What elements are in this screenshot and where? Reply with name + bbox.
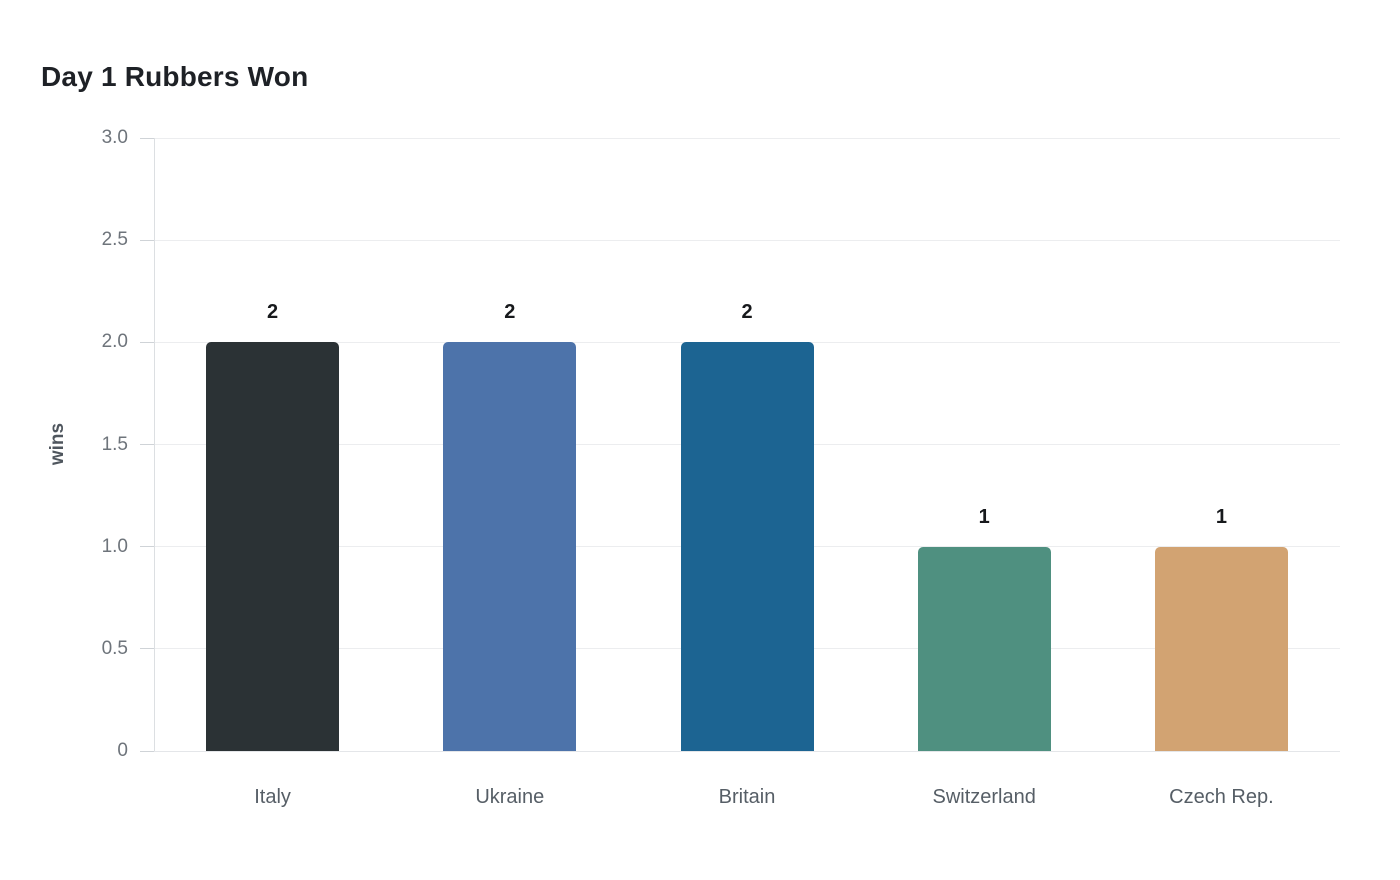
x-tick-label: Britain [718, 786, 776, 808]
bar-czech-rep [1154, 546, 1288, 751]
bar-value-label: 2 [741, 301, 753, 324]
bar-value-label: 2 [504, 301, 516, 324]
gridline [154, 239, 1340, 241]
bar-ukraine [443, 342, 577, 751]
bar-britain [680, 342, 814, 751]
y-tick-label: 1.5 [101, 433, 128, 455]
y-tick-label: 2.5 [101, 229, 128, 251]
y-tick-label: 1.0 [101, 535, 128, 557]
y-axis-line [153, 138, 155, 751]
gridline [154, 137, 1340, 139]
bar-italy [206, 342, 340, 751]
bar-value-label: 1 [978, 505, 990, 528]
x-tick-label: Switzerland [932, 786, 1036, 808]
bar-value-label: 2 [267, 301, 279, 324]
x-tick-label: Italy [254, 786, 291, 808]
bar-value-label: 1 [1215, 505, 1227, 528]
y-tick-mark [140, 546, 154, 548]
y-tick-label: 0.5 [101, 637, 128, 659]
y-tick-label: 2.0 [101, 331, 128, 353]
y-tick-label: 0 [117, 740, 128, 761]
y-tick-mark [140, 341, 154, 343]
y-tick-mark [140, 239, 154, 241]
y-tick-label: 3.0 [101, 127, 128, 148]
gridline [154, 750, 1340, 752]
bar-switzerland [917, 546, 1051, 751]
x-tick-label: Ukraine [475, 786, 545, 808]
y-tick-mark [140, 648, 154, 650]
y-tick-mark [140, 750, 154, 752]
y-tick-mark [140, 444, 154, 445]
chart-title: Day 1 Rubbers Won [41, 61, 309, 92]
x-tick-label: Czech Rep. [1169, 786, 1274, 808]
y-tick-mark [140, 137, 154, 139]
